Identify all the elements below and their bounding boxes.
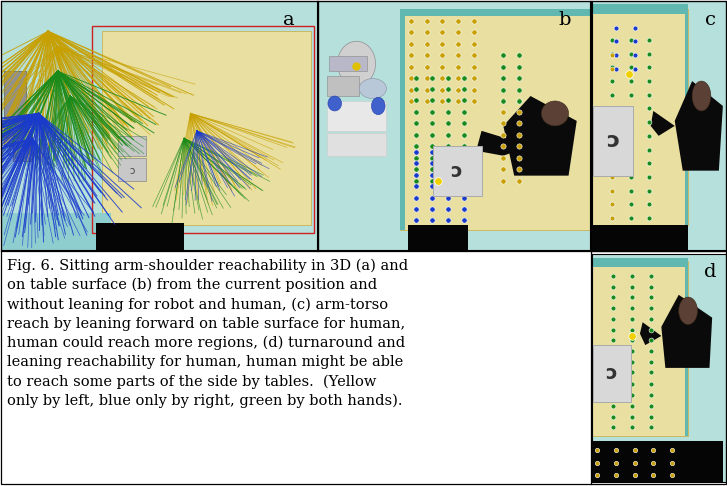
- Bar: [592, 226, 688, 250]
- Polygon shape: [592, 9, 688, 226]
- Polygon shape: [102, 31, 310, 226]
- Bar: [118, 158, 146, 181]
- Text: ɔ: ɔ: [606, 364, 617, 383]
- Bar: [400, 9, 590, 17]
- Polygon shape: [1, 213, 111, 250]
- Bar: [686, 9, 688, 226]
- Bar: [13, 131, 33, 161]
- Bar: [593, 345, 630, 402]
- Polygon shape: [640, 322, 662, 345]
- Ellipse shape: [542, 101, 569, 126]
- Bar: [96, 223, 184, 250]
- Ellipse shape: [371, 97, 385, 115]
- Polygon shape: [662, 295, 712, 368]
- Text: c: c: [705, 11, 716, 30]
- Bar: [4, 71, 26, 146]
- Bar: [592, 4, 688, 14]
- Ellipse shape: [679, 297, 697, 325]
- Bar: [326, 133, 387, 156]
- Bar: [326, 76, 359, 96]
- Text: d: d: [704, 263, 716, 281]
- Text: Fig. 6. Sitting arm-shoulder reachability in 3D (a) and
on table surface (b) fro: Fig. 6. Sitting arm-shoulder reachabilit…: [7, 258, 408, 408]
- Bar: [400, 11, 406, 230]
- Bar: [592, 441, 723, 482]
- Text: a: a: [284, 11, 295, 30]
- Ellipse shape: [328, 96, 342, 111]
- Bar: [686, 260, 688, 436]
- Bar: [592, 258, 688, 267]
- Polygon shape: [651, 111, 675, 136]
- Text: ɔ: ɔ: [606, 131, 619, 151]
- Ellipse shape: [692, 81, 711, 111]
- Bar: [329, 56, 367, 71]
- Bar: [408, 226, 468, 250]
- Polygon shape: [400, 11, 590, 230]
- Bar: [433, 146, 481, 195]
- Text: ɔ: ɔ: [450, 162, 462, 181]
- Polygon shape: [476, 131, 531, 156]
- Bar: [326, 101, 387, 131]
- Ellipse shape: [359, 79, 387, 99]
- Text: ɔ: ɔ: [129, 166, 134, 175]
- Polygon shape: [592, 260, 688, 436]
- Text: b: b: [559, 11, 571, 30]
- Ellipse shape: [337, 41, 376, 86]
- Bar: [593, 106, 633, 175]
- Bar: [118, 136, 146, 156]
- Polygon shape: [675, 81, 723, 171]
- Bar: [92, 26, 314, 233]
- Polygon shape: [503, 96, 577, 175]
